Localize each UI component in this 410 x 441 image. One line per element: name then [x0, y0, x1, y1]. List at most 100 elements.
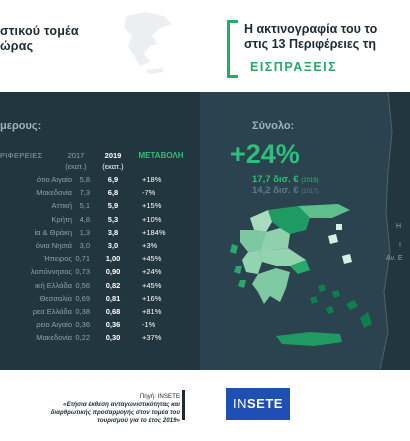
region-cell: λοπόννησος [30, 267, 72, 277]
left-title-line1: στικού τομέα [0, 24, 79, 38]
value-2017-cell: 4,8 [79, 214, 90, 224]
region-cell: ρεα Ελλάδα [32, 306, 72, 316]
region-cell: ότιο Αιγαίο [36, 175, 72, 184]
value-2019-cell: 3,0 [107, 240, 119, 250]
left-title: στικού τομέα ώρας [0, 24, 110, 54]
col-header-change: ΜΕΤΑΒΟΛΗ [138, 151, 184, 160]
source-divider [182, 390, 185, 420]
total-label: Σύνολο: [252, 120, 295, 132]
value-2017-cell: 0,36 [75, 320, 90, 330]
table-row: Αττική 5,1 5,9 +15% [0, 199, 200, 212]
col-2017-year: 2017 [67, 151, 85, 160]
logo-suffix: SETE [247, 396, 283, 411]
value-2019-cell: 0,36 [105, 320, 121, 330]
side-text-3: Αν. Ε [386, 255, 403, 262]
change-cell: +16% [142, 293, 162, 303]
greece-outline-icon [124, 12, 172, 74]
value-2019-cell: 0,81 [105, 293, 121, 303]
region-cell: Μακεδονία [36, 333, 72, 343]
left-title-line2: ώρας [0, 39, 34, 53]
map-region-central-macedonia [268, 206, 310, 234]
change-cell: -7% [142, 188, 156, 198]
map-region-west-macedonia [250, 210, 272, 232]
value-2017-cell: 5,8 [79, 175, 90, 184]
region-cell: Θεσσαλία [39, 293, 72, 303]
col-2019-unit: (εκατ.) [102, 162, 124, 171]
map-region-western-greece [242, 250, 262, 274]
col-header-region: ΡΙΦΕΡΕΙΕΣ [0, 151, 43, 160]
total-2017: 14,2 δισ. € (2017) [252, 185, 319, 196]
regions-table-panel: μερους: ΡΙΦΕΡΕΙΕΣ 2017 (εκατ.) 2019 (εκα… [0, 92, 200, 370]
map-region-east-macedonia-thrace [298, 204, 350, 218]
table-row: Ήπειρος 0,71 1,00 +45% [0, 252, 200, 265]
table-row: ρεα Ελλάδα 0,38 0,68 +81% [0, 305, 200, 318]
value-2019-cell: 3,8 [107, 227, 119, 237]
source-citation: Πηγή: INSETE «Ετήσια έκθεση ανταγωνιστικ… [30, 393, 180, 425]
value-2017-cell: 3,0 [79, 240, 90, 250]
change-cell: +184% [142, 227, 166, 237]
change-cell: +45% [142, 280, 162, 290]
value-2017-cell: 7,3 [79, 188, 90, 198]
map-region-crete [276, 332, 342, 346]
map-region-central-greece [260, 248, 306, 266]
value-2017-cell: 0,69 [75, 293, 90, 303]
infographic-body: μερους: ΡΙΦΕΡΕΙΕΣ 2017 (εκατ.) 2019 (εκα… [0, 92, 410, 370]
region-cell: Ήπειρος [43, 254, 72, 264]
side-panel-outline [380, 92, 393, 370]
side-letter-2: Ι [399, 242, 401, 249]
region-cell: όνια Νησιά [35, 240, 72, 250]
change-cell: +18% [142, 175, 162, 184]
greece-regions-map [230, 204, 372, 346]
table-row: ότιο Αιγαίο 5,8 6,9 +18% [0, 173, 200, 186]
title-bracket [227, 20, 238, 78]
table-row: Μακεδονία 7,3 6,8 -7% [0, 186, 200, 199]
value-2017-cell: 1,3 [79, 227, 90, 237]
region-cell: Κρήτη [51, 214, 72, 224]
main-title-line1: Η ακτινογραφία του το [244, 22, 378, 36]
col-header-2017: 2017 (εκατ.) [62, 150, 90, 172]
total-2017-year: (2017) [301, 189, 319, 195]
total-change: +24% [230, 139, 300, 169]
col-header-2019: 2019 (εκατ.) [98, 150, 128, 172]
value-2017-cell: 0,71 [75, 254, 90, 264]
region-cell: Μακεδονία [36, 188, 72, 198]
change-cell: +37% [142, 333, 162, 343]
value-2019-cell: 5,9 [107, 201, 119, 211]
table-row: όνια Νησιά 3,0 3,0 +3% [0, 239, 200, 252]
total-2019-year: (2019) [301, 178, 319, 184]
value-2017-cell: 0,22 [75, 333, 90, 343]
source-title: Πηγή: INSETE [139, 393, 180, 400]
regions-section-title: μερους: [0, 120, 42, 132]
total-2019-value: 17,7 δισ. € [252, 174, 299, 185]
table-row: ία & Θράκη 1,3 3,8 +184% [0, 226, 200, 239]
change-cell: +45% [142, 254, 162, 264]
footer: Πηγή: INSETE «Ετήσια έκθεση ανταγωνιστικ… [0, 370, 410, 441]
value-2019-cell: 0,68 [105, 306, 121, 316]
col-2019-year: 2019 [104, 151, 122, 160]
total-panel: Σύνολο: +24% 17,7 δισ. € (2019) 14,2 δισ… [200, 92, 380, 370]
value-2019-cell: 5,3 [107, 214, 119, 224]
map-region-south-aegean [310, 284, 372, 328]
region-cell: ία & Θράκη [34, 227, 72, 237]
map-region-attica [290, 260, 310, 274]
total-2017-value: 14,2 δισ. € [252, 185, 299, 196]
main-subtitle: ΕΙΣΠΡΑΞΕΙΣ [250, 60, 338, 74]
value-2017-cell: 0,38 [75, 306, 90, 316]
main-title-line2: στις 13 Περιφέρειες τη [244, 37, 376, 51]
change-cell: +10% [142, 214, 162, 224]
region-cell: Αττική [51, 201, 72, 211]
region-cell: ρειο Αιγαίο [36, 320, 72, 330]
value-2019-cell: 0,30 [105, 333, 121, 343]
change-cell: -1% [142, 320, 156, 330]
change-cell: +15% [142, 201, 162, 211]
map-region-ionian-islands [230, 244, 246, 288]
value-2019-cell: 1,00 [105, 254, 121, 264]
value-2019-cell: 0,90 [105, 267, 121, 277]
table-row: Θεσσαλία 0,69 0,81 +16% [0, 292, 200, 305]
table-row: Κρήτη 4,8 5,3 +10% [0, 213, 200, 226]
map-region-peloponnese [252, 268, 290, 304]
map-region-epirus [240, 230, 266, 252]
map-region-thessaly [260, 228, 290, 250]
change-cell: +24% [142, 267, 162, 277]
value-2017-cell: 0,73 [75, 267, 90, 277]
